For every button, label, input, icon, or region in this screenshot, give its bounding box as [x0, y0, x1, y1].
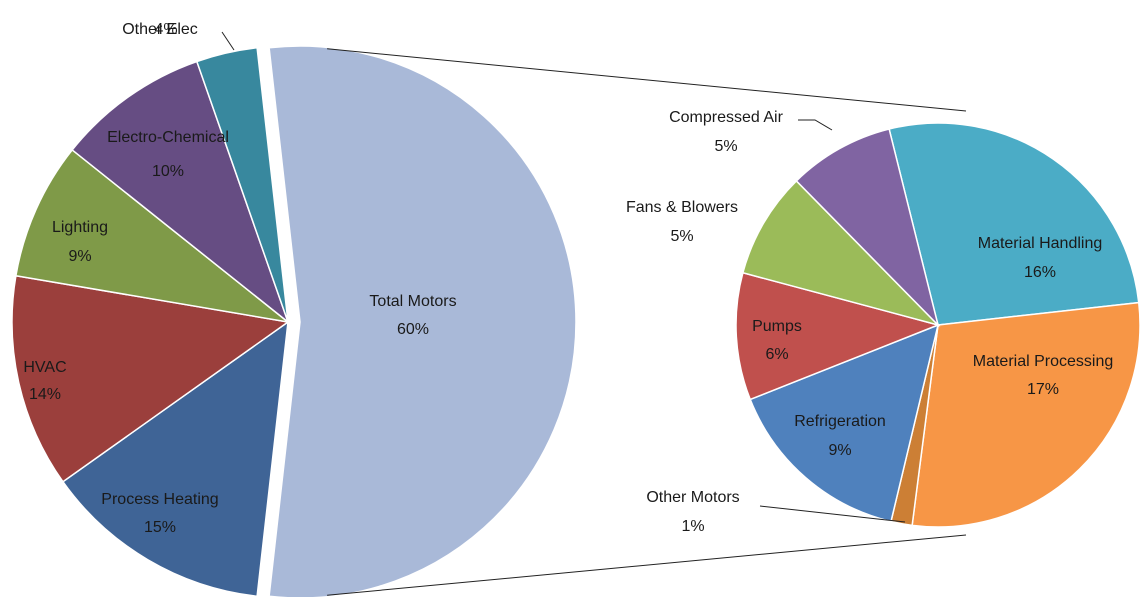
slice-label: Material Handling	[978, 235, 1103, 252]
slice-value-label: 5%	[670, 228, 693, 245]
pie-slice	[795, 128, 940, 328]
pie-slice	[735, 271, 941, 401]
slice-label: Lighting	[52, 219, 108, 236]
leader-line	[221, 31, 235, 51]
slice-value-label: 9%	[68, 248, 91, 265]
pie-slice	[749, 323, 940, 523]
slice-value-label: 4%	[154, 21, 177, 38]
slice-label: HVAC	[23, 359, 66, 376]
slice-label: Refrigeration	[794, 413, 886, 430]
slice-value-label: 5%	[714, 138, 737, 155]
pie-slice	[15, 148, 289, 323]
slice-label: Other Elec	[122, 21, 198, 38]
slice-label: Compressed Air	[669, 109, 783, 126]
slice-value-label: 17%	[1027, 381, 1059, 398]
slice-value-label: 10%	[152, 163, 184, 180]
slice-label: Process Heating	[101, 491, 218, 508]
slice-value-label: 16%	[1024, 264, 1056, 281]
slice-label: Total Motors	[369, 293, 456, 310]
connector-line	[327, 534, 967, 596]
slice-label: Material Processing	[973, 353, 1114, 370]
pie-slice	[888, 122, 1140, 326]
slice-label: Electro-Chemical	[107, 129, 229, 146]
pie-slice	[268, 45, 577, 597]
slice-label: Other Motors	[646, 489, 739, 506]
pie-slice	[61, 320, 289, 597]
pie-slice	[71, 60, 290, 325]
slice-label: Pumps	[752, 318, 802, 335]
connector-line	[327, 48, 967, 112]
pie-slice	[195, 46, 289, 323]
slice-value-label: 6%	[765, 346, 788, 363]
slice-value-label: 9%	[828, 442, 851, 459]
pie-slice	[11, 274, 290, 483]
pie-slice	[741, 179, 941, 327]
pie-slice	[911, 301, 1141, 528]
slice-value-label: 60%	[397, 321, 429, 338]
leader-line	[759, 505, 906, 523]
slice-label: Fans & Blowers	[626, 199, 738, 216]
leader-line	[798, 119, 833, 131]
slice-value-label: 15%	[144, 519, 176, 536]
slice-value-label: 14%	[29, 386, 61, 403]
slice-value-label: 1%	[681, 518, 704, 535]
